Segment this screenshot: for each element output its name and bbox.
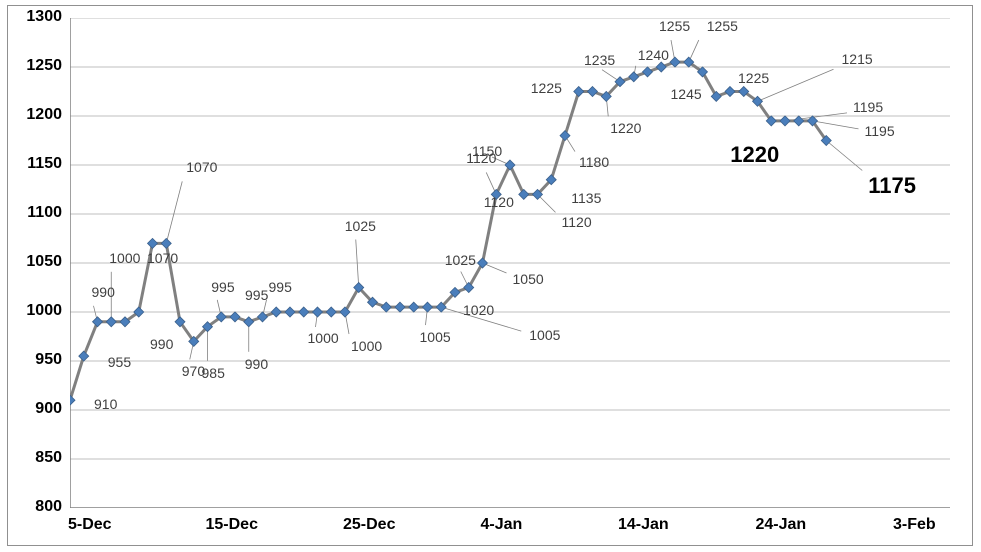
data-label: 910	[94, 396, 117, 412]
data-label: 1180	[579, 154, 609, 170]
data-label: 1120	[562, 214, 592, 230]
data-label: 990	[150, 336, 173, 352]
x-tick-label: 24-Jan	[756, 516, 807, 534]
data-label: 1255	[707, 18, 738, 34]
data-label: 995	[269, 279, 292, 295]
y-tick-label: 1050	[26, 253, 62, 271]
y-tick-label: 850	[35, 449, 62, 467]
y-tick-label: 950	[35, 351, 62, 369]
x-tick-label: 3-Feb	[893, 516, 936, 534]
data-label: 1005	[420, 329, 451, 345]
data-label: 1220	[730, 142, 779, 168]
data-label: 1245	[671, 86, 702, 102]
data-label: 995	[211, 279, 234, 295]
data-label: 1235	[584, 52, 615, 68]
x-tick-label: 15-Dec	[206, 516, 258, 534]
data-label: 1150	[472, 143, 502, 159]
data-label: 1025	[445, 252, 476, 268]
x-tick-label: 5-Dec	[68, 516, 112, 534]
y-tick-label: 1250	[26, 57, 62, 75]
data-label: 1240	[638, 47, 669, 63]
data-label: 1225	[531, 80, 562, 96]
y-tick-label: 1150	[27, 155, 62, 173]
chart-svg	[70, 18, 950, 508]
data-label: 955	[108, 354, 131, 370]
data-label: 1195	[865, 123, 895, 139]
data-label: 1215	[842, 51, 873, 67]
x-tick-label: 25-Dec	[343, 516, 395, 534]
data-label: 1000	[308, 330, 339, 346]
data-label: 1000	[351, 338, 382, 354]
y-tick-label: 900	[35, 400, 62, 418]
data-label: 1005	[529, 327, 560, 343]
data-label: 1195	[853, 99, 883, 115]
data-label: 990	[245, 356, 268, 372]
y-tick-label: 1200	[26, 106, 62, 124]
data-label: 1070	[186, 159, 217, 175]
data-label: 1000	[109, 250, 140, 266]
data-label: 1225	[738, 70, 769, 86]
y-tick-label: 1300	[26, 8, 62, 26]
data-label: 1135	[571, 190, 601, 206]
data-label: 1120	[484, 194, 514, 210]
x-tick-label: 4-Jan	[481, 516, 523, 534]
y-tick-label: 800	[35, 498, 62, 516]
data-label: 1255	[659, 18, 690, 34]
y-tick-label: 1100	[27, 204, 62, 222]
x-tick-label: 14-Jan	[618, 516, 669, 534]
data-label: 1025	[345, 218, 376, 234]
data-label: 995	[245, 287, 268, 303]
data-label: 1220	[610, 120, 641, 136]
data-label: 1175	[868, 173, 916, 199]
data-label: 985	[202, 365, 225, 381]
data-label: 1070	[147, 250, 178, 266]
data-label: 1020	[463, 302, 494, 318]
data-label: 1050	[513, 271, 544, 287]
y-tick-label: 1000	[26, 302, 62, 320]
plot-area	[70, 18, 950, 508]
data-label: 990	[92, 284, 115, 300]
